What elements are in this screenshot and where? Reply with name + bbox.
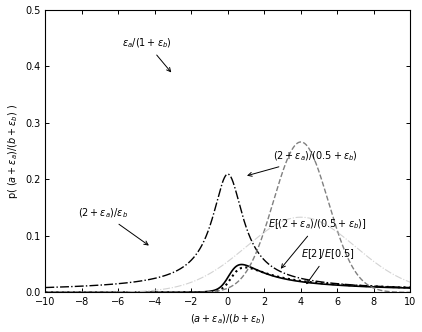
Text: $E[2]/E[0.5]$: $E[2]/E[0.5]$ — [301, 247, 354, 284]
X-axis label: $(a+\varepsilon_a)/(b+\varepsilon_b)$: $(a+\varepsilon_a)/(b+\varepsilon_b)$ — [190, 313, 265, 326]
Text: $(2+\varepsilon_a) / \varepsilon_b$: $(2+\varepsilon_a) / \varepsilon_b$ — [78, 206, 148, 245]
Text: $(2+\varepsilon_a)/(0.5+\varepsilon_b)$: $(2+\varepsilon_a)/(0.5+\varepsilon_b)$ — [248, 150, 358, 176]
Y-axis label: p( $(a+\varepsilon_a)/(b+\varepsilon_b)$ ): p( $(a+\varepsilon_a)/(b+\varepsilon_b)$… — [5, 103, 19, 199]
Text: $\varepsilon_a / (1+\varepsilon_b)$: $\varepsilon_a / (1+\varepsilon_b)$ — [122, 37, 172, 72]
Text: $E[(2+\varepsilon_a)/(0.5+\varepsilon_b)]$: $E[(2+\varepsilon_a)/(0.5+\varepsilon_b)… — [268, 217, 367, 268]
